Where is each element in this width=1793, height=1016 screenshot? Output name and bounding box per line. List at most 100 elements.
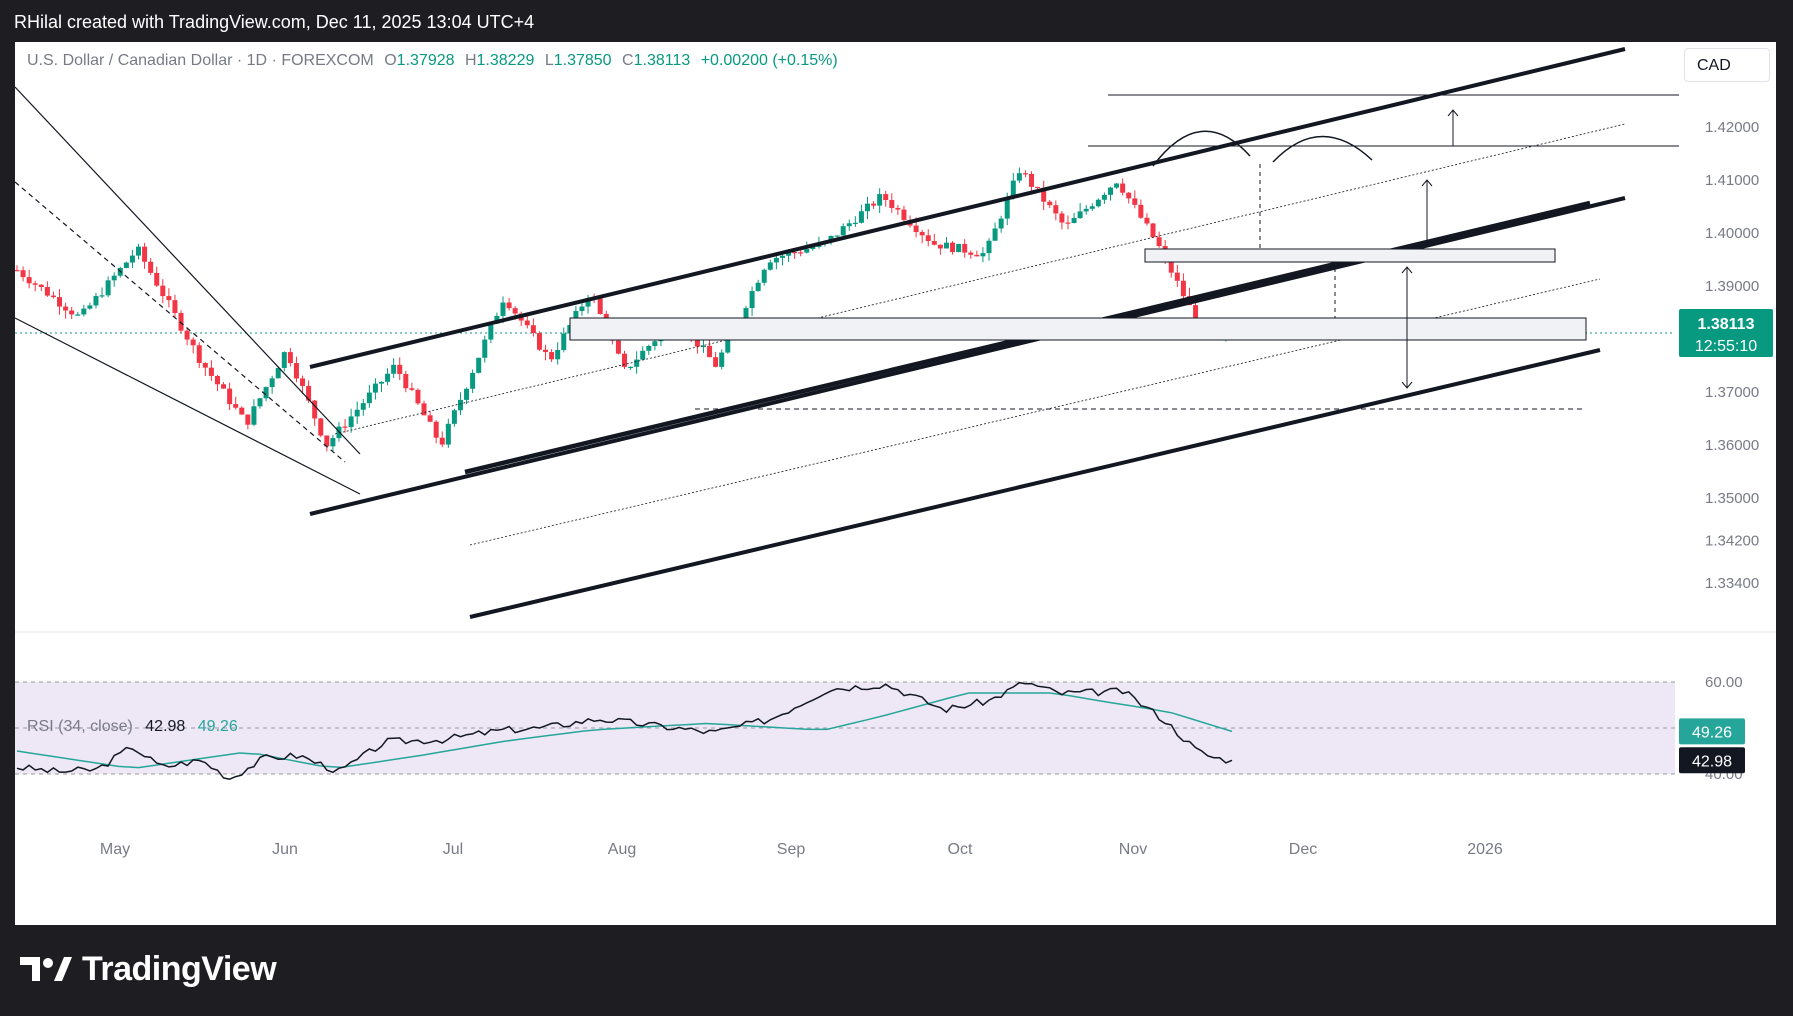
candle-body [287, 352, 293, 364]
candle-body [1120, 183, 1126, 193]
rsi-ma-badge [1679, 718, 1745, 745]
tradingview-brand: TradingView [82, 949, 277, 988]
time-axis-label: Dec [1289, 841, 1317, 858]
time-axis-label: Oct [948, 841, 973, 858]
rsi-ma-badge-value: 49.26 [1692, 724, 1732, 741]
candle-body [427, 415, 433, 422]
candle-body [87, 305, 93, 309]
channel-lower-outer [309, 196, 1626, 516]
candle-body [105, 280, 111, 296]
candle-body [877, 194, 883, 206]
candle-body [251, 406, 257, 425]
candle-body [1150, 223, 1156, 238]
candle-body [233, 404, 239, 408]
rsi-title: RSI (34, close) [27, 718, 133, 735]
candle-body [889, 200, 895, 208]
time-axis-label: Jul [443, 841, 463, 858]
rsi-band [15, 682, 1675, 774]
candle-body [81, 308, 87, 315]
rsi-value: 42.98 [145, 718, 186, 735]
candle-body [713, 357, 719, 367]
candle-body [123, 262, 129, 268]
target-arrow-head [1447, 109, 1459, 117]
candle-body [779, 255, 785, 258]
candle-body [919, 232, 925, 236]
candle-body [1071, 217, 1077, 224]
candle-body [172, 300, 178, 313]
candle-body [585, 298, 591, 307]
candle-body [136, 246, 141, 256]
candle-body [646, 345, 652, 351]
candle-body [986, 240, 992, 254]
candle-body [549, 352, 555, 360]
candle-body [804, 248, 810, 253]
candle-body [464, 388, 470, 400]
candle-body [1174, 272, 1180, 281]
candle-body [858, 211, 864, 223]
candle-body [1095, 199, 1101, 207]
candle-body [476, 357, 482, 373]
candle-body [615, 340, 621, 354]
chart-panel[interactable]: 1.430001.420001.410001.400001.390001.380… [15, 42, 1776, 925]
candle-body [931, 241, 937, 245]
candle-body [500, 302, 506, 316]
candle-body [239, 407, 245, 415]
candle-body [433, 421, 439, 438]
axis-layer: 1.430001.420001.410001.400001.390001.380… [100, 66, 1773, 858]
high-key: H [464, 52, 477, 69]
candle-body [1101, 194, 1107, 200]
candle-body [385, 373, 391, 382]
candle-body [810, 246, 816, 249]
candle-body [1041, 187, 1047, 202]
price-axis-label: 1.41000 [1705, 172, 1759, 189]
candle-body [773, 257, 779, 263]
low-key: L [544, 52, 554, 69]
candle-body [1053, 205, 1059, 214]
candle-body [50, 295, 56, 298]
time-axis-label: Aug [608, 841, 636, 858]
candle-body [895, 207, 901, 210]
rsi-line [16, 681, 1233, 780]
candle-body [828, 235, 834, 242]
right-shoulder-arc [1272, 135, 1373, 163]
candle-body [798, 252, 804, 254]
candle-body [293, 363, 299, 379]
candle-body [846, 223, 852, 227]
candle-body [1029, 173, 1035, 187]
candle-body [451, 410, 457, 424]
candle-body [38, 284, 44, 287]
tradingview-logo[interactable]: TradingView [20, 949, 277, 989]
price-chart[interactable]: 1.430001.420001.410001.400001.390001.380… [15, 42, 1776, 925]
candle-body [208, 367, 214, 376]
candle-body [421, 403, 427, 416]
candle-body [470, 372, 476, 389]
candle-body [840, 226, 846, 236]
candle-body [1065, 222, 1071, 224]
candle-body [318, 418, 324, 436]
candle-body [269, 378, 275, 388]
channel-mid-upper [334, 123, 1626, 435]
price-axis-label: 1.34200 [1705, 532, 1759, 549]
candle-body [1047, 201, 1053, 206]
candle-body [457, 399, 463, 411]
price-axis-label: 1.36000 [1705, 437, 1759, 454]
price-axis-label: 1.42000 [1705, 119, 1759, 136]
candle-body [852, 222, 858, 225]
price-axis-label: 1.37000 [1705, 384, 1759, 401]
falling-wedge-lower [15, 317, 361, 495]
candle-body [354, 409, 360, 417]
open-value: 1.37928 [396, 52, 455, 69]
candle-body [506, 302, 512, 309]
candle-body [950, 242, 956, 253]
time-axis-label: Nov [1119, 841, 1147, 858]
price-axis-label: 1.33400 [1705, 575, 1759, 592]
falling-wedge-mid [15, 181, 346, 463]
candle-body [391, 364, 397, 374]
candle-body [628, 366, 634, 369]
candle-body [1004, 197, 1010, 219]
candle-body [998, 218, 1004, 229]
candle-body [44, 286, 50, 296]
currency-button[interactable]: CAD [1684, 48, 1770, 82]
candle-body [962, 243, 968, 253]
retest-arrow-up-head [1401, 266, 1413, 274]
